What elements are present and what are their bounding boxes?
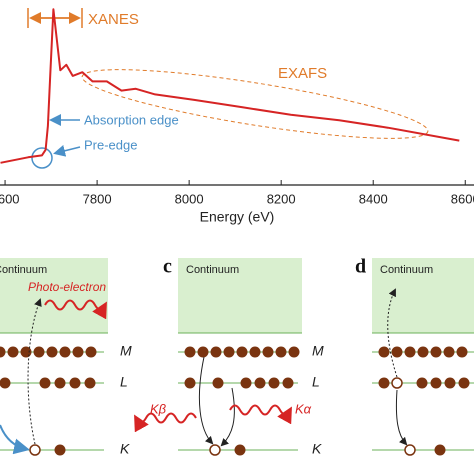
electron	[378, 377, 390, 389]
electron	[72, 346, 84, 358]
exafs-ellipse	[81, 69, 429, 139]
incident-photon	[0, 424, 30, 455]
hole	[391, 377, 403, 389]
electron	[416, 377, 428, 389]
electron	[210, 346, 222, 358]
transition-arrow	[220, 387, 235, 447]
electron	[378, 346, 390, 358]
electron	[268, 377, 280, 389]
level-label: L	[312, 374, 320, 390]
electron	[212, 377, 224, 389]
x-tick-label: 8200	[267, 191, 296, 206]
photon-wave	[229, 404, 292, 425]
level-label: K	[120, 441, 130, 457]
electron	[458, 377, 470, 389]
electron	[254, 377, 266, 389]
exafs-label: EXAFS	[278, 65, 327, 82]
continuum-label: Continuum	[186, 264, 239, 276]
continuum-box	[178, 258, 302, 333]
electron	[391, 346, 403, 358]
level-label: M	[312, 343, 324, 359]
electron	[430, 377, 442, 389]
hole	[209, 444, 221, 456]
electron	[417, 346, 429, 358]
electron	[262, 346, 274, 358]
electron	[240, 377, 252, 389]
electron	[197, 346, 209, 358]
x-tick-label: 8600	[451, 191, 474, 206]
x-tick-label: 7600	[0, 191, 20, 206]
electron	[456, 346, 468, 358]
pre-edge-circle	[31, 147, 53, 169]
level-label: K	[312, 441, 322, 457]
hole	[404, 444, 416, 456]
continuum-label: Continuum	[380, 264, 433, 276]
electron	[443, 346, 455, 358]
electron	[236, 346, 248, 358]
photo-electron-label: Photo-electron	[28, 280, 106, 294]
x-axis-label: Energy (eV)	[200, 209, 275, 225]
k-alpha-label: Kα	[295, 401, 312, 416]
electron	[434, 444, 446, 456]
electron	[404, 346, 416, 358]
electron	[0, 346, 6, 358]
electron	[85, 346, 97, 358]
electron	[430, 346, 442, 358]
electron	[59, 346, 71, 358]
electron	[444, 377, 456, 389]
electron	[7, 346, 19, 358]
electron	[282, 377, 294, 389]
electron	[33, 346, 45, 358]
electron	[249, 346, 261, 358]
photon-wave	[134, 412, 197, 433]
electron	[275, 346, 287, 358]
edge-label: Absorption edge	[84, 112, 179, 127]
electron	[288, 346, 300, 358]
x-tick-label: 8400	[359, 191, 388, 206]
pre-edge-label: Pre-edge	[84, 137, 137, 152]
excitation-arrow	[27, 298, 42, 445]
panel-label: c	[163, 256, 172, 278]
continuum-label: Continuum	[0, 264, 47, 276]
continuum-box	[0, 258, 108, 333]
transition-arrow	[395, 389, 408, 446]
spectrum-line	[0, 8, 460, 164]
electron	[84, 377, 96, 389]
electron	[46, 346, 58, 358]
electron	[54, 444, 66, 456]
pre-edge-arrow	[53, 144, 81, 157]
hole	[29, 444, 41, 456]
electron	[69, 377, 81, 389]
electron	[223, 346, 235, 358]
electron	[0, 377, 11, 389]
x-tick-label: 8000	[175, 191, 204, 206]
level-label: M	[120, 343, 132, 359]
electron	[184, 346, 196, 358]
k-beta-label: Kβ	[150, 401, 167, 416]
electron	[184, 377, 196, 389]
x-tick-label: 7800	[83, 191, 112, 206]
xanes-label: XANES	[88, 11, 139, 28]
electron	[39, 377, 51, 389]
level-label: L	[120, 374, 128, 390]
transition-arrow	[198, 356, 214, 445]
electron	[234, 444, 246, 456]
panel-label: d	[355, 256, 366, 278]
electron	[54, 377, 66, 389]
photon-wave	[44, 299, 107, 320]
